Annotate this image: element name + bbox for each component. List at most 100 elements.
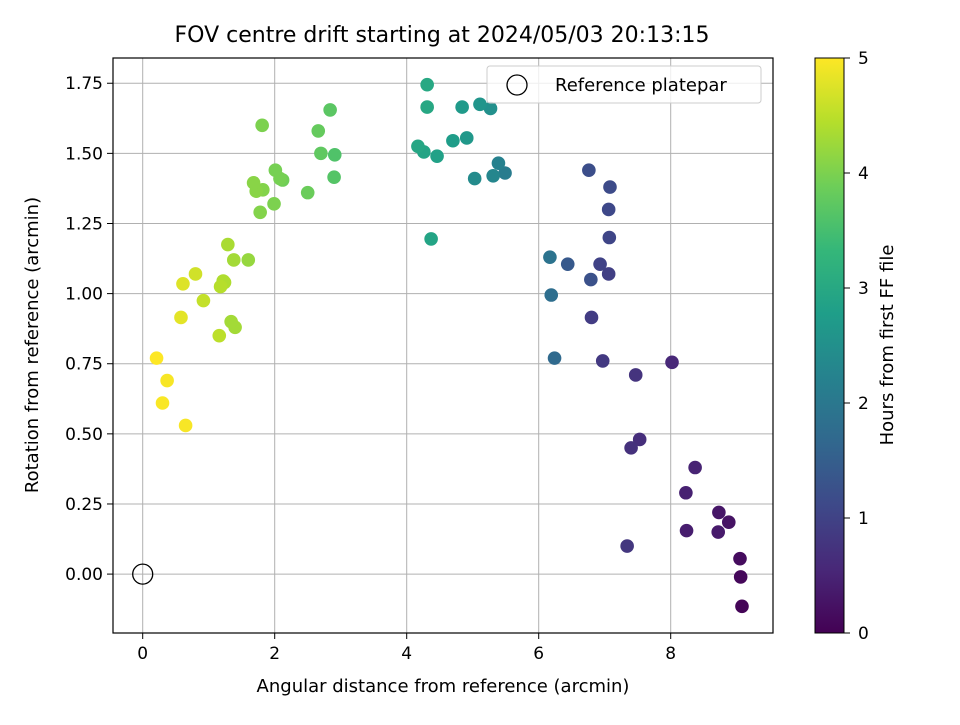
data-points: [132, 77, 749, 614]
colorbar-tick-label: 0: [858, 624, 869, 644]
data-point: [593, 257, 607, 271]
reference-point-marker: [132, 563, 154, 585]
data-point: [620, 539, 634, 553]
y-tick-label: 1.00: [65, 285, 103, 305]
data-point: [424, 232, 438, 246]
data-point: [543, 250, 557, 264]
data-point: [327, 147, 342, 162]
data-point: [160, 373, 174, 388]
data-point: [188, 267, 203, 281]
data-point: [602, 230, 617, 245]
data-point: [446, 133, 460, 148]
data-point: [327, 170, 341, 185]
y-tick-label: 1.50: [65, 144, 103, 164]
data-point: [711, 525, 726, 539]
data-point: [473, 97, 487, 112]
data-point: [314, 146, 328, 161]
data-point: [155, 396, 170, 410]
axis-ticks: 0 2 4 6 8 0.00 0.25 0.50 0.75 1.00 1.25 1.50 1.75: [65, 74, 676, 664]
colorbar-tick-label: 4: [858, 164, 869, 184]
data-point: [246, 176, 261, 190]
data-point: [411, 139, 425, 154]
data-point: [547, 351, 562, 365]
data-point: [584, 310, 599, 325]
data-point: [595, 354, 610, 368]
colorbar-tick-label: 5: [858, 49, 869, 69]
y-tick-label: 0.50: [65, 425, 103, 445]
data-point: [544, 288, 559, 302]
data-point: [300, 185, 315, 200]
data-point: [467, 171, 482, 186]
data-point: [679, 485, 693, 500]
legend-label: Reference platepar: [555, 75, 727, 96]
y-tick-label: 0.25: [65, 495, 103, 515]
grid: [113, 58, 773, 633]
data-point: [221, 237, 235, 252]
data-point: [455, 100, 469, 114]
data-point: [174, 310, 188, 325]
data-point: [735, 599, 749, 614]
data-point: [311, 124, 326, 138]
data-point: [323, 103, 337, 117]
data-point: [679, 523, 694, 538]
x-tick-label: 6: [533, 644, 544, 664]
colorbar-ticks: 0 1 2 3 4 5: [844, 49, 869, 644]
data-point: [560, 257, 575, 271]
colorbar: 0 1 2 3 4 5 Hours from first FF file: [814, 49, 898, 644]
data-point: [149, 351, 164, 365]
data-point: [688, 460, 702, 475]
y-axis-label: Rotation from reference (arcmin): [22, 197, 43, 493]
legend: Reference platepar: [486, 65, 762, 104]
data-point: [226, 253, 241, 267]
y-tick-label: 1.25: [65, 214, 103, 234]
data-point: [196, 293, 211, 308]
data-point: [584, 272, 598, 287]
colorbar-label: Hours from first FF file: [877, 245, 898, 446]
colorbar-tick-label: 3: [858, 279, 869, 299]
colorbar-tick-label: 2: [858, 394, 869, 414]
data-point: [224, 314, 238, 329]
data-point: [628, 368, 643, 382]
x-tick-label: 0: [137, 644, 148, 664]
data-point: [178, 418, 193, 433]
data-point: [603, 180, 617, 194]
legend-marker-open-circle: [506, 74, 528, 96]
data-point: [582, 163, 596, 177]
data-point: [420, 100, 434, 114]
chart-title: FOV centre drift starting at 2024/05/03 …: [175, 23, 710, 48]
data-point: [665, 355, 679, 370]
data-point: [253, 205, 267, 220]
data-point: [733, 551, 747, 566]
colorbar-tick-label: 1: [858, 509, 869, 529]
data-point: [486, 169, 500, 183]
data-point: [213, 279, 228, 294]
colorbar-frame: [814, 57, 845, 634]
data-point: [601, 267, 616, 281]
x-tick-label: 8: [665, 644, 676, 664]
x-tick-label: 2: [269, 644, 280, 664]
data-point: [241, 253, 256, 267]
data-point: [721, 515, 736, 530]
data-point: [255, 118, 269, 133]
data-point: [483, 101, 498, 116]
data-point: [459, 131, 474, 145]
colorbar-gradient: [815, 58, 844, 633]
data-point: [491, 156, 506, 170]
data-point: [712, 505, 726, 520]
data-point: [212, 328, 227, 343]
plot-frame: [112, 57, 774, 634]
y-tick-label: 0.00: [65, 565, 103, 585]
data-point: [733, 570, 748, 584]
data-point: [632, 432, 647, 447]
data-point: [498, 166, 512, 180]
y-tick-label: 0.75: [65, 355, 103, 375]
data-point: [268, 163, 283, 177]
y-tick-label: 1.75: [65, 74, 103, 94]
data-point: [430, 149, 444, 163]
legend-box: [486, 65, 762, 104]
data-point: [420, 77, 434, 92]
data-point: [624, 441, 638, 455]
data-point: [267, 197, 281, 211]
